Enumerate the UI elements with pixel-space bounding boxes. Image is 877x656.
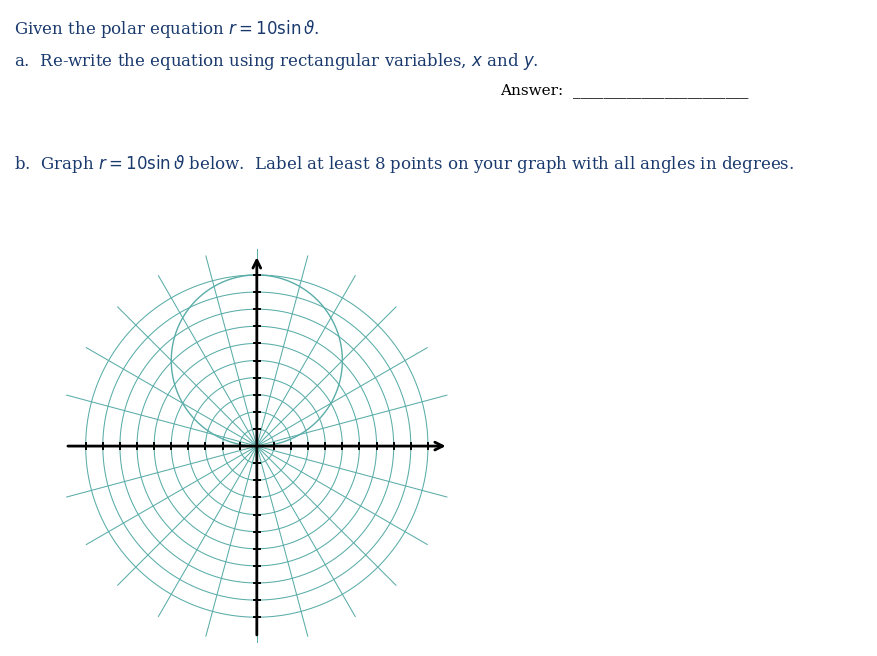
Text: Given the polar equation $r = 10\sin\vartheta$.: Given the polar equation $r = 10\sin\var… bbox=[14, 18, 319, 40]
Text: a.  Re-write the equation using rectangular variables, $x$ and $y$.: a. Re-write the equation using rectangul… bbox=[14, 51, 538, 72]
Text: b.  Graph $r = 10\sin\vartheta$ below.  Label at least 8 points on your graph wi: b. Graph $r = 10\sin\vartheta$ below. La… bbox=[14, 153, 794, 175]
Text: Answer:  _______________________: Answer: _______________________ bbox=[499, 83, 747, 98]
